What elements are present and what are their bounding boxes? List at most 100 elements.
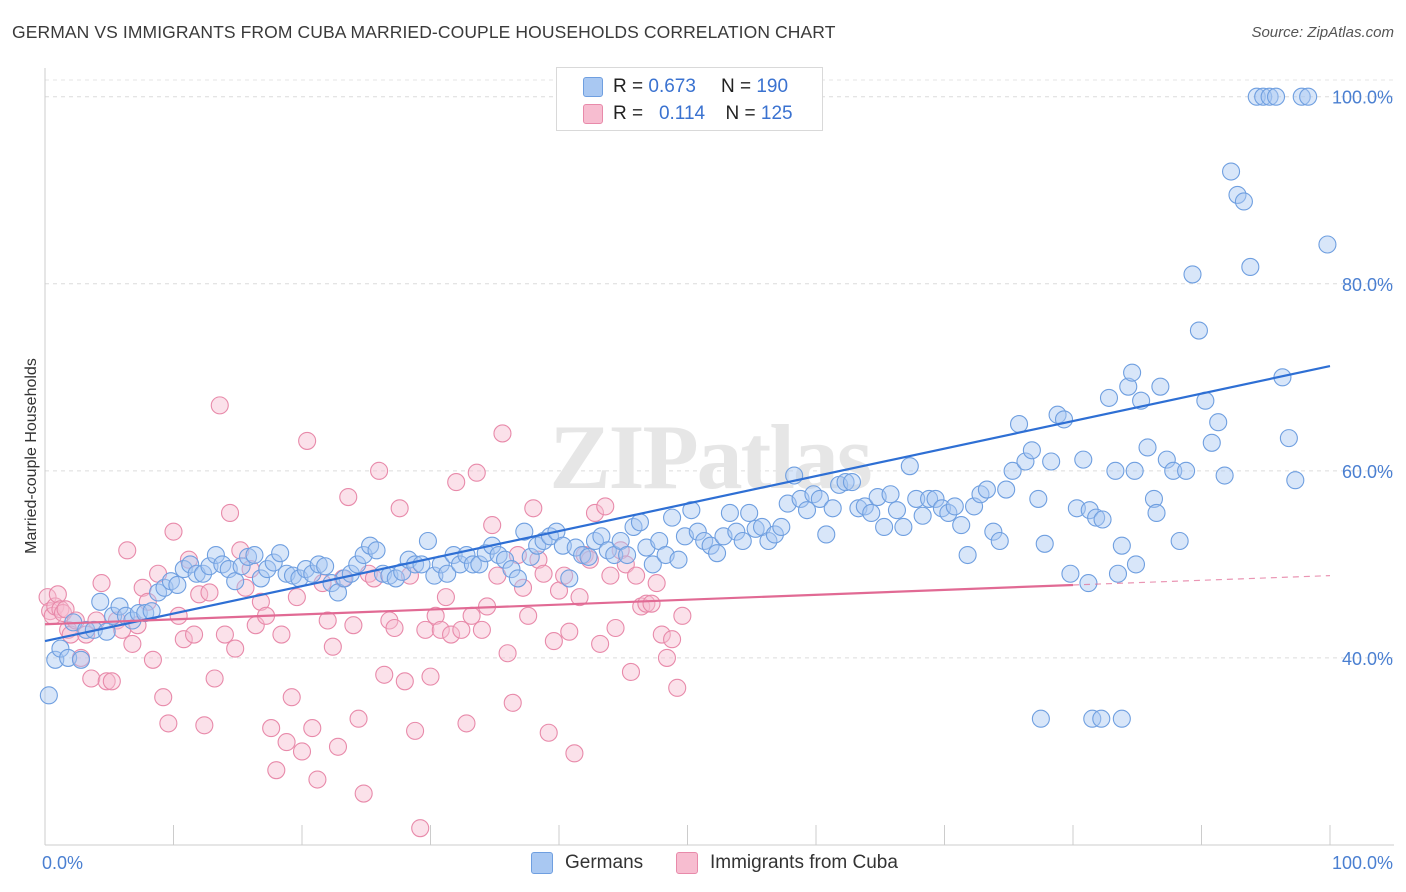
bottom-legend-swatch-germans <box>531 852 553 874</box>
point-cuba <box>354 784 373 803</box>
point-germans <box>470 555 489 574</box>
series-germans-points <box>39 87 1337 728</box>
point-germans <box>727 522 746 541</box>
point-cuba <box>560 622 579 641</box>
source-label[interactable]: Source: ZipAtlas.com <box>1251 24 1394 41</box>
point-germans <box>1061 564 1080 583</box>
point-cuba <box>102 672 121 691</box>
point-cuba <box>534 564 553 583</box>
point-cuba <box>570 588 589 607</box>
point-germans <box>495 550 515 569</box>
point-cuba <box>442 625 461 644</box>
point-cuba <box>123 634 142 653</box>
point-cuba <box>344 616 363 635</box>
legend-r-label: R = <box>613 103 644 124</box>
point-germans <box>51 639 70 658</box>
bottom-legend-germans[interactable]: Germans <box>531 852 643 874</box>
point-cuba <box>467 463 486 482</box>
point-cuba <box>210 396 229 415</box>
point-germans <box>238 547 258 566</box>
point-cuba <box>236 578 255 597</box>
point-cuba <box>462 606 481 625</box>
point-germans <box>1080 501 1099 520</box>
point-cuba <box>48 585 67 604</box>
bottom-legend-label: Germans <box>565 852 644 873</box>
point-cuba <box>591 634 610 653</box>
point-germans <box>740 503 759 522</box>
y-tick-label: 40.0% <box>1342 649 1393 669</box>
point-germans <box>136 603 155 623</box>
point-germans <box>560 569 579 588</box>
point-cuba <box>611 541 630 560</box>
point-germans <box>720 503 739 522</box>
point-germans <box>952 516 971 535</box>
point-cuba <box>544 632 563 651</box>
point-cuba <box>416 620 435 639</box>
point-cuba <box>303 719 322 738</box>
point-germans <box>1029 489 1048 508</box>
y-tick-label: 100.0% <box>1332 88 1393 108</box>
point-germans <box>489 545 508 565</box>
point-germans <box>624 517 643 537</box>
point-germans <box>1247 87 1266 106</box>
x-tick-label: 100.0% <box>1332 853 1393 873</box>
y-tick-label: 60.0% <box>1342 462 1393 482</box>
point-germans <box>508 569 527 588</box>
point-cuba <box>205 669 224 688</box>
point-germans <box>842 473 862 492</box>
point-cuba <box>472 620 491 639</box>
point-germans <box>1164 461 1183 480</box>
point-germans <box>515 522 534 541</box>
point-germans <box>463 555 482 574</box>
point-cuba <box>251 592 270 611</box>
point-cuba <box>97 672 116 691</box>
bottom-legend-swatch-cuba <box>676 852 698 874</box>
point-cuba <box>385 618 404 638</box>
point-germans <box>1189 321 1208 340</box>
bottom-legend-cuba[interactable]: Immigrants from Cuba <box>676 852 898 874</box>
bottom-legend: Germans Immigrants from Cuba <box>0 852 1406 878</box>
point-germans <box>309 555 328 574</box>
point-germans <box>1123 363 1142 382</box>
trend-line-cuba-extension <box>1072 575 1331 586</box>
point-cuba <box>231 541 250 560</box>
point-germans <box>598 541 617 560</box>
point-cuba <box>457 714 476 733</box>
trend-lines <box>44 365 1331 643</box>
point-germans <box>1087 508 1106 527</box>
legend-swatch-cuba <box>583 104 603 124</box>
point-germans <box>913 506 932 525</box>
point-cuba <box>421 667 440 686</box>
legend-n-value: 125 <box>760 103 793 124</box>
point-germans <box>528 536 547 555</box>
point-cuba <box>565 744 584 763</box>
point-cuba <box>519 606 538 625</box>
point-cuba <box>118 541 137 560</box>
point-germans <box>264 553 283 572</box>
point-germans <box>887 501 907 520</box>
point-cuba <box>524 499 543 518</box>
point-germans <box>386 569 405 588</box>
point-germans <box>759 531 778 551</box>
point-cuba <box>169 606 188 625</box>
point-germans <box>149 583 168 602</box>
point-cuba <box>426 606 445 625</box>
point-germans <box>990 531 1009 551</box>
point-germans <box>1292 87 1311 106</box>
point-cuba <box>38 588 57 607</box>
point-cuba <box>298 431 317 450</box>
point-germans <box>168 575 187 595</box>
point-germans <box>1157 450 1176 469</box>
point-cuba <box>308 770 327 789</box>
legend-r-value: 0.114 <box>658 103 706 124</box>
point-germans <box>245 545 264 565</box>
legend-n-value: 190 <box>756 76 789 97</box>
tick-labels: 40.0% 60.0% 80.0% 100.0% 0.0% 100.0% <box>42 88 1393 873</box>
point-cuba <box>447 473 466 492</box>
point-germans <box>451 555 470 574</box>
point-cuba <box>452 620 471 639</box>
point-germans <box>348 555 367 574</box>
point-germans <box>573 545 592 565</box>
point-germans <box>1099 388 1119 407</box>
point-germans <box>682 501 701 520</box>
